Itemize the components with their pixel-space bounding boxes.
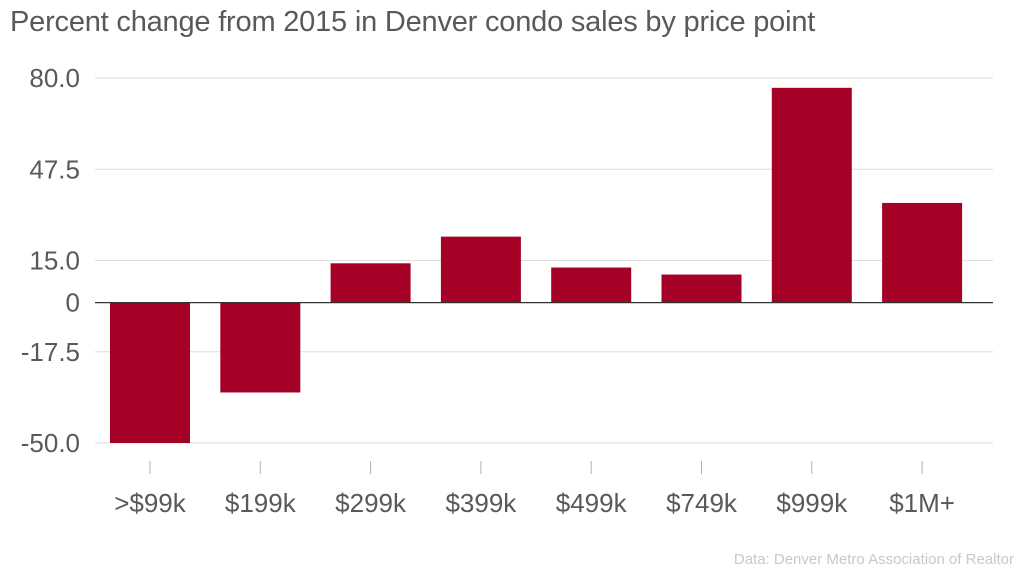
x-tick-label: $499k xyxy=(556,488,628,518)
bar xyxy=(882,202,963,303)
bar xyxy=(440,236,521,303)
x-tick-label: $199k xyxy=(225,488,297,518)
x-tick-label: >$99k xyxy=(114,488,187,518)
x-axis-ticks: >$99k $199k $299k $399k $499k $749k $999k $1M+ xyxy=(114,461,955,518)
x-tick-label: $1M+ xyxy=(889,488,955,518)
bar xyxy=(220,302,301,393)
bar xyxy=(110,302,190,443)
source-note: Data: Denver Metro Association of Realto… xyxy=(733,551,1014,568)
y-tick-label: -50.0 xyxy=(21,428,80,458)
y-tick-label: 15.0 xyxy=(29,246,80,276)
x-tick-label: $749k xyxy=(666,488,738,518)
bar xyxy=(330,263,411,303)
x-tick-label: $999k xyxy=(776,488,848,518)
x-tick-label: $399k xyxy=(445,488,517,518)
chart-title: Percent change from 2015 in Denver condo… xyxy=(10,6,816,38)
y-axis-ticks: 80.0 47.5 15.0 0 -17.5 -50.0 xyxy=(21,63,80,458)
bar xyxy=(771,87,852,303)
bars xyxy=(110,87,963,443)
x-tick-label: $299k xyxy=(335,488,407,518)
y-tick-label: 0 xyxy=(66,288,80,318)
y-tick-label: -17.5 xyxy=(21,337,80,367)
bar xyxy=(661,274,742,303)
bar xyxy=(551,267,632,303)
y-tick-label: 47.5 xyxy=(29,154,80,184)
y-tick-label: 80.0 xyxy=(29,63,80,93)
